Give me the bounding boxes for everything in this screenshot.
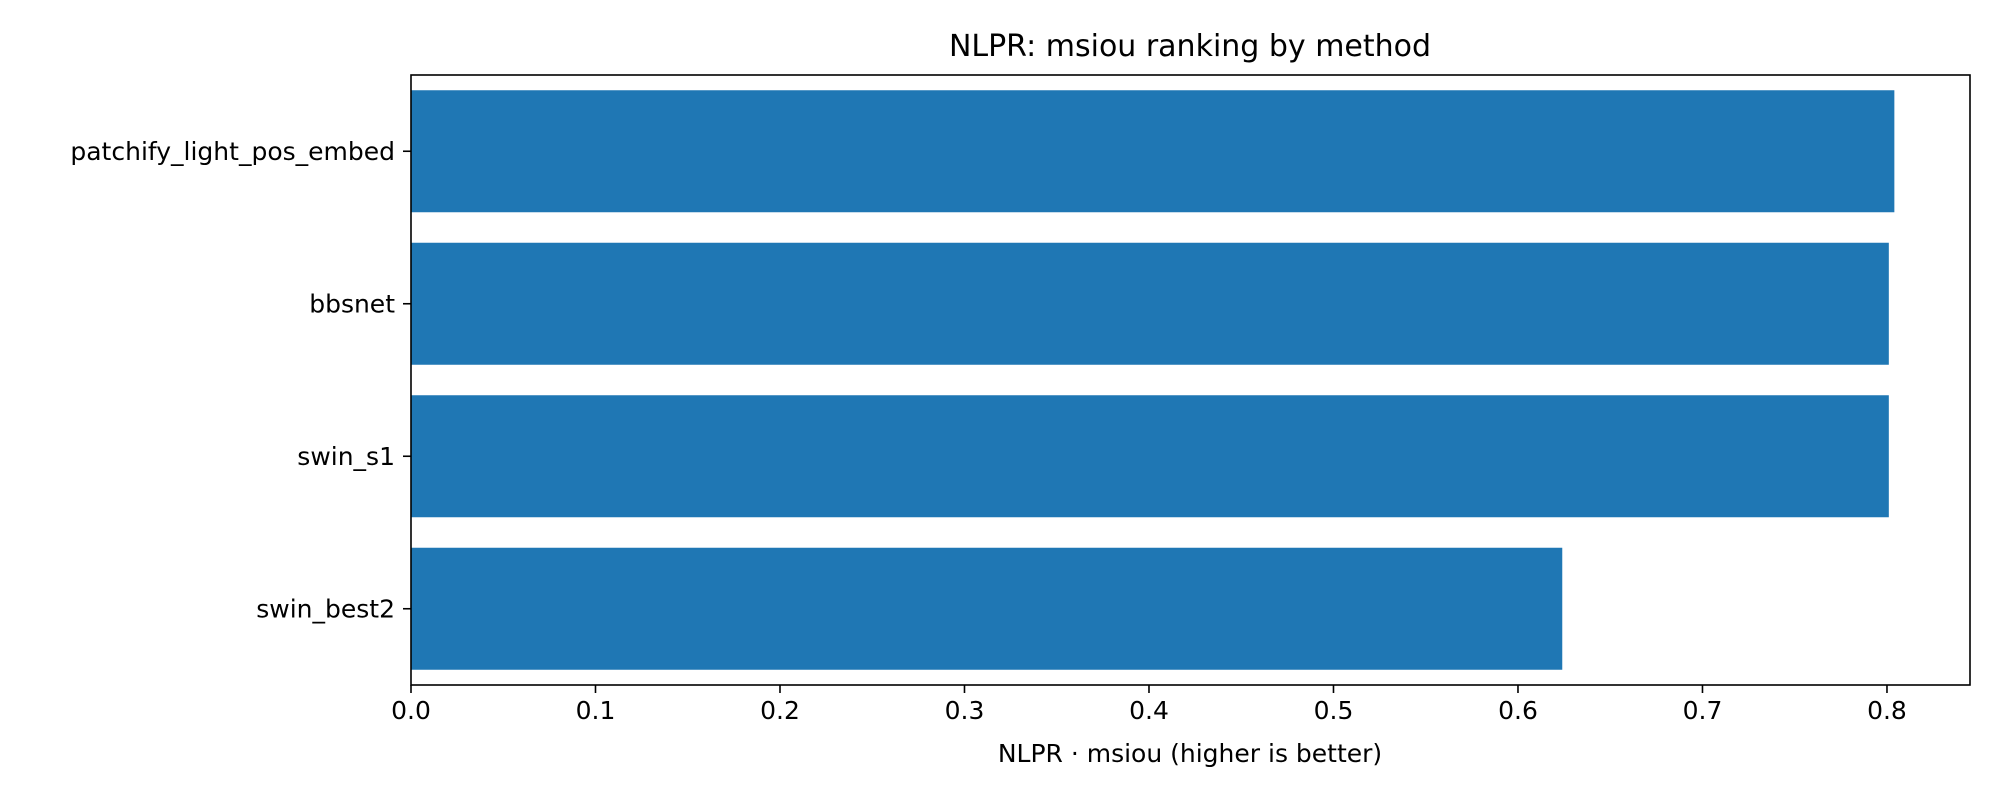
- bars-layer: [411, 90, 1895, 670]
- x-tick-label: 0.0: [391, 696, 431, 725]
- x-tick-label: 0.5: [1314, 696, 1354, 725]
- y-tick-label: swin_best2: [256, 594, 395, 623]
- x-tick-label: 0.1: [576, 696, 616, 725]
- x-tick-label: 0.8: [1867, 696, 1907, 725]
- x-tick-label: 0.4: [1129, 696, 1169, 725]
- x-tick-label: 0.7: [1683, 696, 1723, 725]
- y-tick-label: patchify_light_pos_embed: [70, 137, 395, 166]
- y-tick-label: swin_s1: [297, 442, 395, 471]
- x-tick-label: 0.3: [945, 696, 985, 725]
- bar-patchify_light_pos_embed: [411, 90, 1895, 213]
- x-axis-label: NLPR · msiou (higher is better): [998, 739, 1382, 768]
- chart-title: NLPR: msiou ranking by method: [949, 29, 1431, 64]
- bar-bbsnet: [411, 242, 1889, 365]
- x-tick-label: 0.6: [1498, 696, 1538, 725]
- x-axis: 0.0 0.1 0.2 0.3 0.4 0.5 0.6 0.7 0.8: [391, 685, 1907, 725]
- y-tick-label: bbsnet: [309, 289, 395, 318]
- x-tick-label: 0.2: [760, 696, 800, 725]
- bar-swin_best2: [411, 547, 1563, 670]
- bar-swin_s1: [411, 395, 1889, 518]
- plot-frame: [410, 74, 1971, 686]
